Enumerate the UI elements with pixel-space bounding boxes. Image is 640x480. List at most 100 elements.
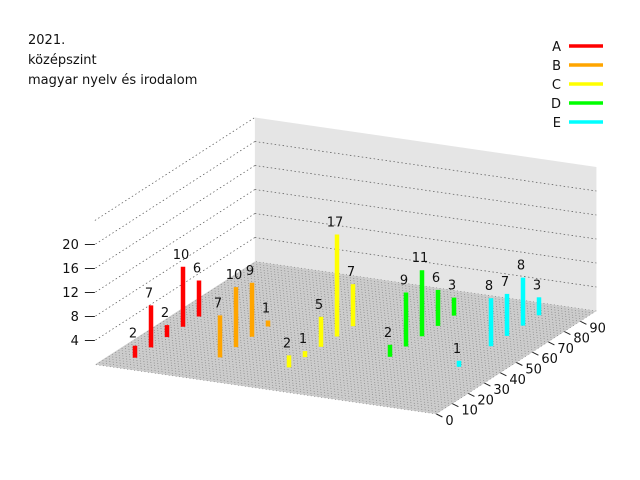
floor-gridline bbox=[254, 261, 597, 312]
floor-gridline bbox=[120, 347, 463, 398]
floor-gridline bbox=[245, 267, 587, 318]
floor-gridline bbox=[104, 358, 447, 409]
floor-gridline bbox=[200, 296, 543, 347]
chart-floor bbox=[94, 261, 597, 415]
x-tick-label: 10 bbox=[461, 404, 478, 419]
x-tick-label: 90 bbox=[589, 321, 606, 336]
floor-gridline bbox=[222, 281, 565, 332]
data-label-C-20: 2 bbox=[283, 336, 291, 351]
x-tick-label: 70 bbox=[557, 342, 574, 357]
floor-gridline bbox=[139, 335, 482, 386]
legend-label-D: D bbox=[551, 97, 561, 112]
x-tick-label: 50 bbox=[525, 363, 542, 378]
floor-gridline bbox=[171, 314, 514, 365]
floor-gridline bbox=[219, 283, 562, 334]
data-label-E-60: 8 bbox=[485, 279, 493, 294]
z-tick-label: 20 bbox=[62, 238, 79, 253]
floor-gridline bbox=[229, 277, 571, 328]
data-label-E-90: 3 bbox=[533, 278, 541, 293]
z-tick-label: 16 bbox=[62, 262, 79, 277]
data-label-A-30: 2 bbox=[161, 306, 169, 321]
data-label-A-40: 10 bbox=[173, 248, 190, 263]
floor-gridline bbox=[101, 360, 443, 411]
x-tick-label: 80 bbox=[573, 332, 590, 347]
x-tick-mark bbox=[516, 362, 523, 366]
floor-gridline bbox=[123, 345, 466, 396]
floor-plane bbox=[94, 261, 597, 414]
floor-gridline bbox=[190, 302, 533, 353]
floor-gridline bbox=[114, 351, 456, 402]
floor-gridline bbox=[226, 279, 568, 330]
z-tick-label: 8 bbox=[71, 310, 79, 325]
floor-gridline bbox=[251, 263, 594, 314]
back-wall-gridline bbox=[254, 141, 597, 192]
data-label-A-20: 7 bbox=[145, 286, 153, 301]
legend-label-E: E bbox=[553, 116, 561, 131]
data-label-D-80: 3 bbox=[448, 279, 456, 294]
data-label-B-30: 10 bbox=[226, 268, 243, 283]
x-tick-mark bbox=[564, 331, 571, 336]
x-tick-label: 40 bbox=[509, 373, 526, 388]
floor-gridline bbox=[216, 285, 559, 337]
floor-gridline bbox=[142, 333, 485, 384]
chart-walls bbox=[94, 117, 597, 341]
chart-title-line-2: középszint bbox=[28, 53, 97, 68]
floor-gridline bbox=[184, 306, 527, 357]
z-tick-label: 4 bbox=[71, 334, 79, 349]
chart-title-line-3: magyar nyelv és irodalom bbox=[28, 73, 198, 88]
x-tick-label: 20 bbox=[477, 393, 494, 408]
floor-gridline bbox=[187, 304, 530, 355]
z-tick-label: 12 bbox=[62, 286, 79, 301]
floor-gridline bbox=[213, 287, 555, 339]
data-label-A-10: 2 bbox=[129, 327, 137, 342]
data-label-B-20: 7 bbox=[214, 296, 222, 311]
data-label-B-50: 1 bbox=[262, 302, 270, 317]
x-tick-mark bbox=[580, 320, 587, 325]
floor-gridline bbox=[126, 343, 469, 394]
floor-gridline bbox=[117, 349, 459, 400]
data-label-D-40: 2 bbox=[384, 326, 392, 341]
data-label-D-50: 9 bbox=[400, 274, 408, 289]
floor-gridline bbox=[146, 331, 488, 382]
back-wall-gridline bbox=[254, 237, 597, 288]
back-wall-gridline bbox=[254, 189, 597, 240]
x-tick-label: 0 bbox=[445, 414, 453, 429]
data-label-C-40: 5 bbox=[315, 298, 323, 313]
data-label-D-60: 11 bbox=[412, 251, 429, 266]
data-label-E-80: 8 bbox=[517, 259, 525, 274]
x-tick-mark bbox=[548, 341, 555, 346]
data-label-C-30: 1 bbox=[299, 332, 307, 347]
data-label-C-60: 7 bbox=[347, 265, 355, 280]
x-tick-label: 60 bbox=[541, 352, 558, 367]
data-label-A-50: 6 bbox=[193, 262, 201, 277]
data-label-D-70: 6 bbox=[432, 271, 440, 286]
floor-gridline bbox=[168, 316, 511, 367]
x-tick-mark bbox=[484, 382, 491, 387]
floor-gridline bbox=[232, 275, 575, 326]
x-tick-mark bbox=[500, 372, 507, 377]
legend-label-A: A bbox=[552, 40, 561, 55]
data-label-B-40: 9 bbox=[246, 264, 254, 279]
chart-title-line-1: 2021. bbox=[28, 33, 66, 48]
x-tick-mark bbox=[468, 392, 475, 397]
legend-label-B: B bbox=[552, 59, 561, 74]
floor-gridline bbox=[242, 269, 584, 320]
floor-gridline bbox=[238, 271, 581, 322]
floor-gridline bbox=[210, 290, 552, 341]
floor-gridline bbox=[110, 353, 453, 404]
data-label-C-50: 17 bbox=[327, 216, 344, 231]
x-tick-label: 30 bbox=[493, 383, 510, 398]
floor-gridline bbox=[206, 292, 549, 343]
x-tick-mark bbox=[452, 403, 459, 408]
x-tick-mark bbox=[532, 351, 539, 356]
data-label-E-70: 7 bbox=[501, 275, 509, 290]
back-wall-gridline bbox=[254, 213, 597, 264]
chart-bars bbox=[132, 234, 542, 368]
floor-gridline bbox=[133, 339, 475, 390]
data-label-E-40: 1 bbox=[453, 342, 461, 357]
floor-gridline bbox=[155, 325, 498, 376]
floor-gridline bbox=[203, 294, 546, 345]
